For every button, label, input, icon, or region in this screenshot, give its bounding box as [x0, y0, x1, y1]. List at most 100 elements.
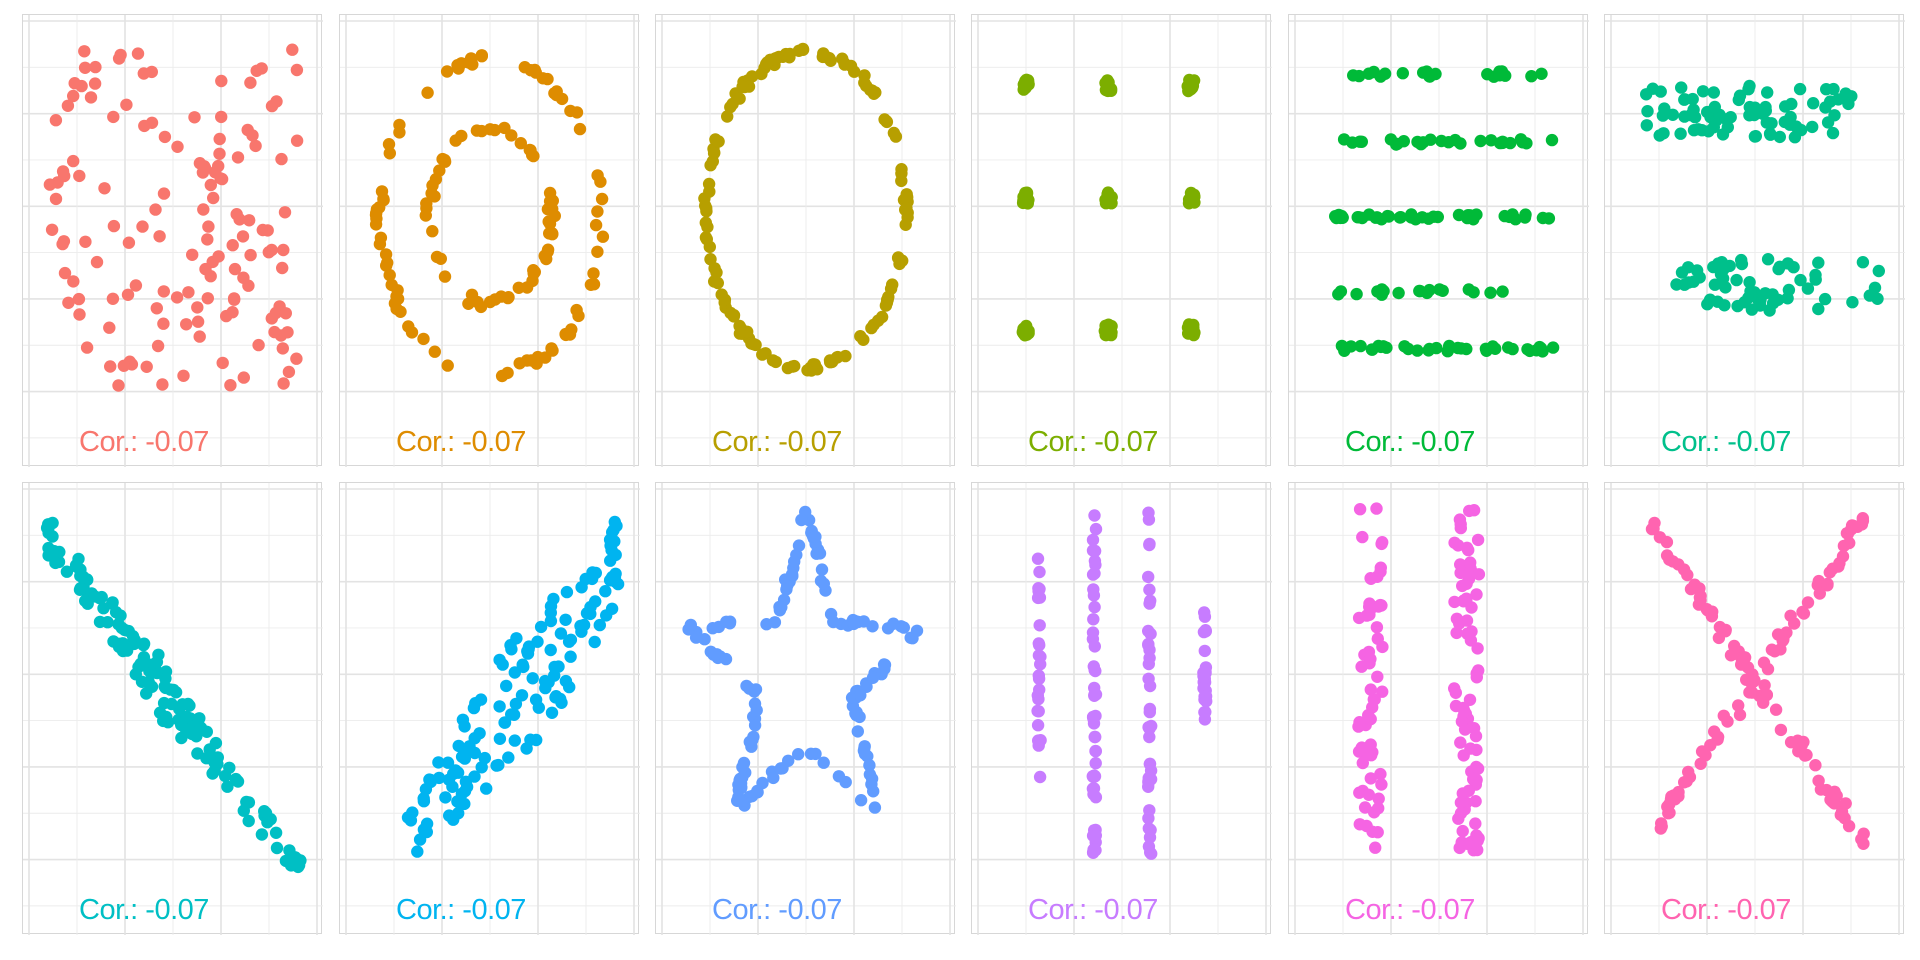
data-point [573, 122, 587, 136]
data-point [584, 278, 598, 291]
data-point [895, 174, 908, 188]
data-point [1458, 704, 1471, 718]
data-point [1353, 818, 1366, 831]
data-point [1653, 531, 1667, 544]
data-point [1378, 67, 1392, 80]
data-point [58, 266, 72, 280]
data-point [593, 618, 606, 632]
data-point [498, 121, 511, 135]
data-point [270, 841, 284, 855]
data-point [1660, 549, 1674, 562]
data-point [282, 365, 296, 379]
data-point [226, 239, 239, 252]
data-point [1197, 666, 1210, 679]
data-point [209, 736, 223, 750]
data-point [1736, 657, 1749, 671]
data-point [1142, 721, 1155, 734]
data-point [1374, 767, 1387, 781]
data-point [114, 609, 127, 622]
scatter-panel-slant-up: Cor.: -0.07 [339, 482, 640, 935]
data-point [471, 295, 484, 309]
data-point [1493, 69, 1506, 82]
data-point [138, 119, 151, 133]
scatter-panel-high-lines: Cor.: -0.07 [1604, 14, 1905, 467]
data-point [1187, 323, 1200, 336]
data-point [1839, 87, 1852, 100]
data-point [1467, 773, 1480, 786]
data-point [1667, 789, 1680, 802]
data-point [157, 187, 171, 200]
data-point [1364, 683, 1377, 696]
data-point [747, 730, 760, 744]
correlation-label: Cor.: -0.07 [1028, 426, 1158, 458]
data-point [115, 621, 129, 635]
data-point [207, 191, 220, 205]
correlation-label: Cor.: -0.07 [712, 894, 842, 926]
data-point [515, 689, 529, 702]
data-point [242, 814, 255, 828]
data-point [278, 206, 292, 219]
data-point [574, 619, 587, 633]
data-point [438, 270, 452, 283]
data-point [737, 756, 751, 770]
data-point [559, 327, 572, 341]
data-point [528, 63, 541, 77]
data-point [1144, 594, 1157, 607]
data-point [1463, 693, 1477, 706]
data-point [564, 633, 578, 646]
data-point [878, 113, 891, 126]
data-point [518, 61, 531, 74]
data-point [786, 360, 799, 373]
data-point [1143, 583, 1156, 596]
data-point [290, 852, 304, 866]
data-point [1640, 119, 1653, 132]
data-point [442, 773, 456, 786]
data-point [1662, 807, 1675, 820]
data-point [832, 770, 846, 783]
data-point [1757, 656, 1771, 669]
data-point [817, 756, 830, 769]
data-point [213, 132, 226, 146]
data-point [572, 309, 585, 323]
data-point [595, 192, 609, 206]
data-point [1367, 806, 1381, 819]
data-point [84, 91, 98, 104]
data-point [1337, 133, 1351, 146]
data-point [1457, 595, 1470, 608]
data-point [1806, 120, 1819, 134]
data-point [895, 163, 908, 176]
data-point [1746, 686, 1759, 699]
data-point [1382, 210, 1395, 223]
data-point [1032, 739, 1045, 752]
data-point [866, 671, 880, 684]
data-point [1089, 757, 1102, 770]
data-point [711, 276, 724, 290]
data-point [1732, 699, 1745, 712]
scatter-plot [340, 15, 640, 467]
data-point [208, 166, 222, 179]
data-point [45, 223, 59, 236]
data-point [850, 706, 863, 719]
scatter-plot [1605, 15, 1905, 467]
data-point [413, 833, 427, 846]
data-point [1431, 210, 1444, 224]
data-point [710, 648, 723, 661]
data-point [1417, 66, 1430, 79]
data-point [1794, 123, 1808, 137]
data-point [451, 59, 464, 72]
data-point [212, 250, 225, 263]
data-point [1658, 102, 1671, 115]
data-point [483, 295, 497, 309]
data-point [1704, 739, 1717, 752]
data-point [270, 95, 283, 108]
data-point [1033, 565, 1046, 579]
data-point [508, 734, 521, 747]
data-point [1471, 762, 1485, 775]
data-point [1142, 780, 1155, 793]
data-point [878, 658, 892, 672]
data-point [279, 854, 293, 868]
data-point [62, 296, 75, 309]
data-point [1461, 211, 1474, 225]
data-point [1104, 83, 1117, 97]
data-point [723, 617, 737, 630]
